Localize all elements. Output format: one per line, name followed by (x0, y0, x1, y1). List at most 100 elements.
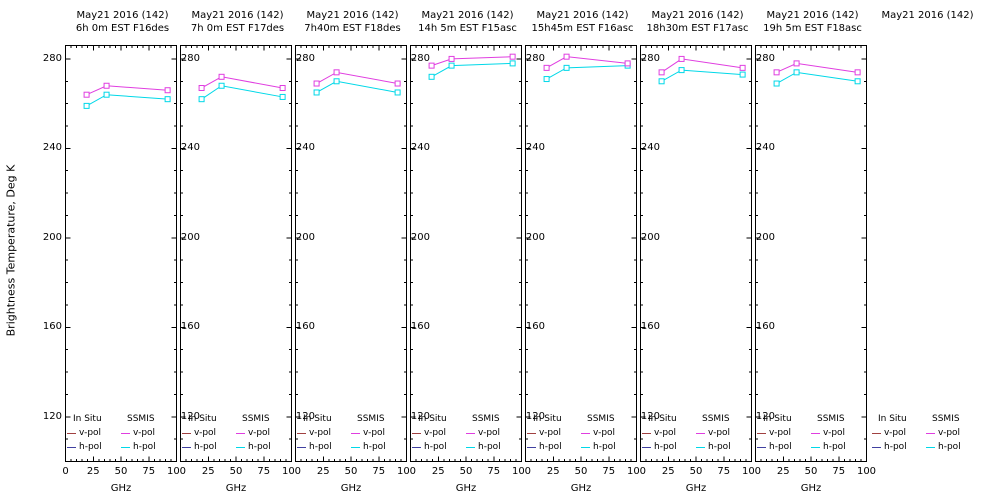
data-layer (773, 60, 861, 87)
data-marker (279, 93, 286, 100)
x-tick-label: 75 (487, 466, 501, 477)
y-tick-label: 160 (180, 321, 200, 333)
series-markers-ssmis-h-pol (198, 82, 286, 103)
legend-header-ssmis: SSMIS (242, 414, 270, 424)
data-marker (739, 71, 746, 78)
data-layer (313, 69, 401, 96)
panel-title: May21 2016 (142) (766, 10, 859, 21)
legend-label-insitu-v-pol: v-pol (194, 428, 217, 438)
data-layer (428, 53, 516, 80)
y-tick-label: 200 (640, 231, 660, 243)
legend-label-ssmis-v-pol: v-pol (823, 428, 846, 438)
y-tick-label: 200 (410, 231, 430, 243)
axes (180, 45, 292, 462)
panel-7: May21 2016 (142) 19h 5m EST F18asc 280 240 2… (755, 0, 876, 500)
legend-label-insitu-v-pol: v-pol (539, 428, 562, 438)
legend-label-ssmis-h-pol: h-pol (133, 442, 156, 452)
x-tick-label: 100 (511, 466, 532, 477)
x-axis-title: GHz (225, 483, 247, 494)
x-tick-label: 25 (201, 466, 215, 477)
data-marker (218, 82, 225, 89)
data-marker (164, 87, 171, 94)
legend-swatch-insitu-v-pol (67, 433, 76, 434)
x-tick-label: 100 (626, 466, 647, 477)
y-tick-label: 240 (295, 142, 315, 154)
plot-svg (295, 45, 407, 462)
legend-swatch-ssmis-h-pol (696, 447, 705, 448)
legend-swatch-ssmis-v-pol (121, 433, 130, 434)
series-markers-ssmis-v-pol (198, 73, 286, 91)
tick-marks (180, 45, 292, 462)
legend-header-insitu: In Situ (648, 414, 677, 424)
data-marker (739, 64, 746, 71)
legend: In Situ SSMIS v-pol v-pol h-pol h-pol (410, 0, 525, 500)
legend-label-ssmis-v-pol: v-pol (248, 428, 271, 438)
plot-svg (640, 45, 752, 462)
x-tick-label: 25 (661, 466, 675, 477)
legend-label-insitu-v-pol: v-pol (654, 428, 677, 438)
panel-title: May21 2016 (142) (76, 10, 169, 21)
x-tick-label: 75 (602, 466, 616, 477)
y-tick-label: 120 (640, 410, 660, 422)
panel-subtitle: 14h 5m EST F15asc (418, 23, 517, 34)
legend-swatch-ssmis-h-pol (581, 447, 590, 448)
data-marker (854, 69, 861, 76)
series-markers-ssmis-v-pol (773, 60, 861, 76)
panel-8: May21 2016 (142) In Situ SSMIS v-pol v-pol h-… (870, 0, 985, 500)
legend-label-insitu-v-pol: v-pol (424, 428, 447, 438)
y-tick-label: 160 (410, 321, 430, 333)
legend-header-insitu: In Situ (878, 414, 907, 424)
data-marker (164, 96, 171, 103)
legend-swatch-insitu-h-pol (297, 447, 306, 448)
x-tick-label: 100 (856, 466, 877, 477)
legend-header-ssmis: SSMIS (817, 414, 845, 424)
legend-header-ssmis: SSMIS (587, 414, 615, 424)
panel-6: May21 2016 (142) 18h30m EST F17asc 280 240 2… (640, 0, 761, 500)
x-tick-label: 50 (574, 466, 588, 477)
plot-svg (525, 45, 637, 462)
tick-marks (65, 45, 177, 462)
y-tick-label: 200 (180, 231, 200, 243)
data-layer (83, 82, 171, 109)
legend-label-insitu-v-pol: v-pol (79, 428, 102, 438)
data-marker (793, 69, 800, 76)
y-tick-label: 280 (295, 52, 315, 64)
panel-subtitle: 6h 0m EST F16des (75, 23, 170, 34)
panel-title: May21 2016 (142) (881, 10, 974, 21)
tick-marks (410, 45, 522, 462)
x-tick-label: 75 (257, 466, 271, 477)
legend-label-insitu-h-pol: h-pol (654, 442, 677, 452)
series-markers-ssmis-v-pol (658, 55, 746, 76)
legend-header-insitu: In Situ (188, 414, 217, 424)
series-markers-ssmis-h-pol (428, 60, 516, 80)
data-marker (394, 80, 401, 87)
legend-swatch-ssmis-h-pol (351, 447, 360, 448)
legend: In Situ SSMIS v-pol v-pol h-pol h-pol (180, 0, 295, 500)
data-marker (678, 67, 685, 74)
legend-label-ssmis-v-pol: v-pol (133, 428, 156, 438)
tick-marks (755, 45, 867, 462)
legend-swatch-insitu-h-pol (757, 447, 766, 448)
x-tick-label: 50 (114, 466, 128, 477)
legend-swatch-ssmis-v-pol (351, 433, 360, 434)
legend-swatch-ssmis-v-pol (696, 433, 705, 434)
x-axis-title: GHz (570, 483, 592, 494)
y-tick-label: 280 (42, 52, 62, 64)
legend-swatch-ssmis-v-pol (811, 433, 820, 434)
x-tick-label: 75 (372, 466, 386, 477)
x-axis-title: GHz (110, 483, 132, 494)
x-tick-label: 75 (717, 466, 731, 477)
legend-swatch-ssmis-v-pol (236, 433, 245, 434)
legend: In Situ SSMIS v-pol v-pol h-pol h-pol (295, 0, 410, 500)
legend: In Situ SSMIS v-pol v-pol h-pol h-pol (755, 0, 870, 500)
plot-svg (410, 45, 522, 462)
x-tick-label: 25 (316, 466, 330, 477)
y-tick-label: 280 (410, 52, 430, 64)
legend-swatch-ssmis-v-pol (926, 433, 935, 434)
legend-label-insitu-v-pol: v-pol (769, 428, 792, 438)
data-marker (394, 89, 401, 96)
y-tick-label: 160 (295, 321, 315, 333)
legend-swatch-ssmis-h-pol (121, 447, 130, 448)
data-marker (658, 78, 665, 85)
